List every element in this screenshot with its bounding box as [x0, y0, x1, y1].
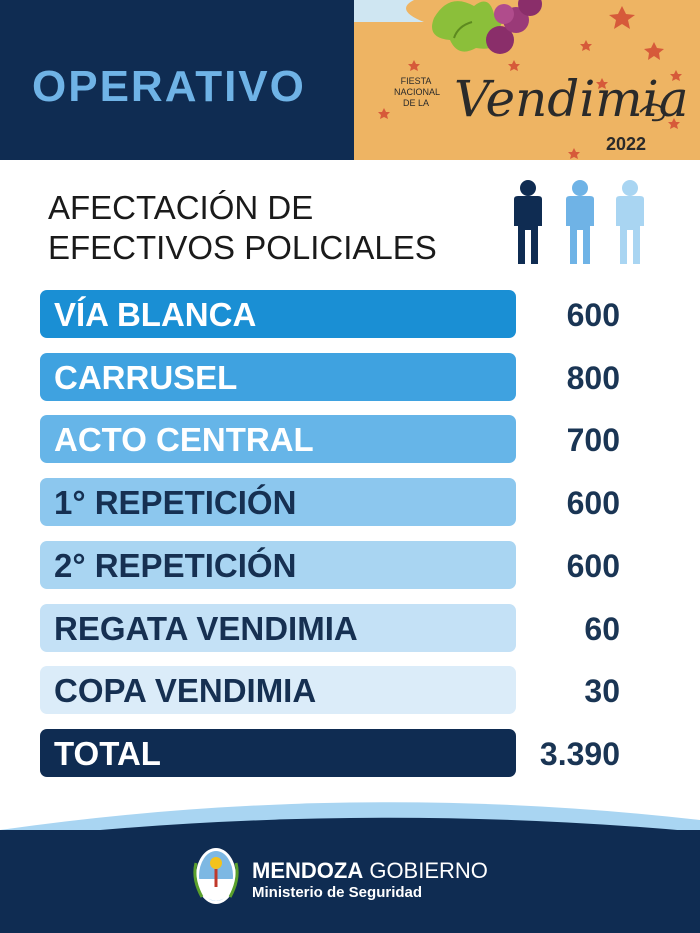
- total-value: 3.390: [539, 736, 620, 772]
- total-row: TOTAL: [40, 729, 516, 777]
- person-icon-dark: [514, 180, 542, 264]
- person-icon-medium: [566, 180, 594, 264]
- table-row: COPA VENDIMIA: [40, 666, 516, 714]
- total-label: TOTAL: [54, 735, 161, 772]
- row-value: 700: [566, 422, 620, 458]
- subtitle-line-2: EFECTIVOS POLICIALES: [48, 229, 437, 266]
- footer: [0, 830, 700, 933]
- row-label: COPA VENDIMIA: [54, 672, 317, 709]
- row-value: 600: [566, 548, 620, 584]
- row-value: 800: [566, 360, 620, 396]
- grape-leaf-icon: [354, 0, 682, 159]
- logo-year: 2022: [606, 134, 647, 154]
- row-label: VÍA BLANCA: [54, 296, 257, 333]
- table-row: 2° REPETICIÓN: [40, 541, 516, 589]
- star-icon: [378, 6, 682, 159]
- row-value: 600: [566, 297, 620, 333]
- row-label: REGATA VENDIMIA: [54, 610, 358, 647]
- row-value: 600: [566, 485, 620, 521]
- row-label: 2° REPETICIÓN: [54, 547, 297, 584]
- ministerio-label: Ministerio de Seguridad: [252, 884, 423, 901]
- row-label: CARRUSEL: [54, 359, 238, 396]
- table-row: VÍA BLANCA: [40, 290, 516, 338]
- table-row: ACTO CENTRAL: [40, 415, 516, 463]
- person-icon-light: [616, 180, 644, 264]
- row-value: 30: [584, 673, 620, 709]
- row-label: 1° REPETICIÓN: [54, 484, 297, 521]
- table-row: REGATA VENDIMIA: [40, 604, 516, 652]
- vendimia-logo: FIESTA NACIONAL DE LA Vendimia 2022: [354, 0, 700, 160]
- subtitle: AFECTACIÓN DE EFECTIVOS POLICIALES: [48, 188, 437, 268]
- table-row: CARRUSEL: [40, 353, 516, 401]
- mendoza-emblem-icon: [193, 848, 239, 904]
- row-label: ACTO CENTRAL: [54, 421, 314, 458]
- fiesta-nacional-text: FIESTA NACIONAL DE LA: [394, 76, 441, 108]
- row-value: 60: [584, 611, 620, 647]
- gobierno-label: MENDOZA GOBIERNO: [252, 858, 488, 883]
- people-icons: [514, 180, 644, 264]
- vendimia-word: Vendimia: [454, 70, 689, 128]
- subtitle-line-1: AFECTACIÓN DE: [48, 189, 314, 226]
- table-row: 1° REPETICIÓN: [40, 478, 516, 526]
- header-title: OPERATIVO: [32, 62, 306, 111]
